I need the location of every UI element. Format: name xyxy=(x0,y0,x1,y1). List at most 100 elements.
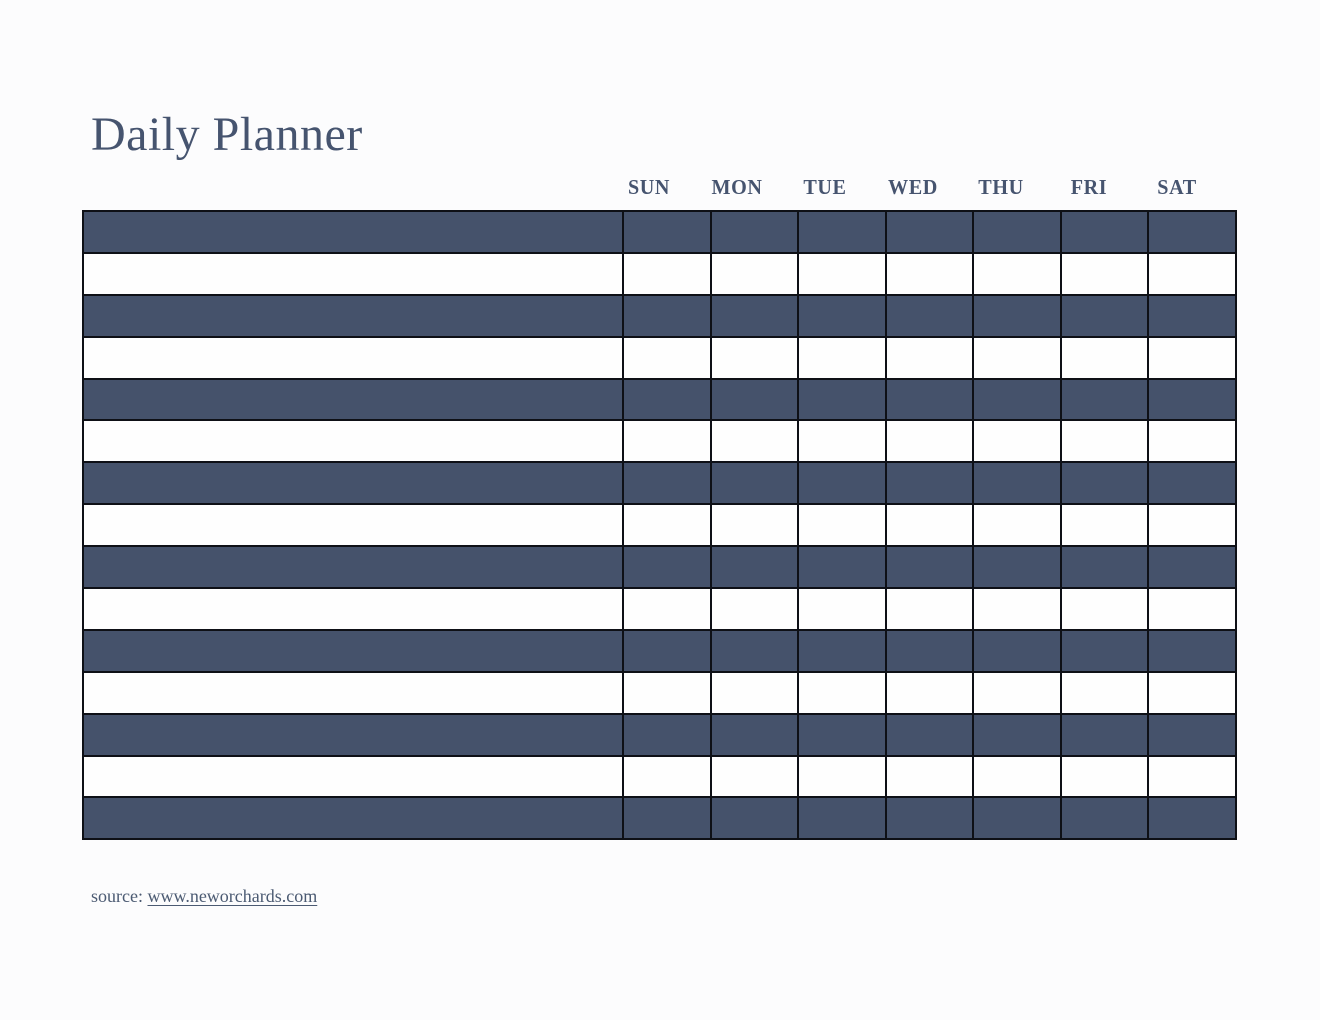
day-cell xyxy=(622,377,712,422)
day-cell xyxy=(884,712,975,757)
day-cell xyxy=(1147,377,1237,422)
day-cell xyxy=(972,503,1062,548)
activity-cell xyxy=(82,503,624,548)
day-cell xyxy=(797,628,887,673)
day-cell xyxy=(709,712,800,757)
day-cell xyxy=(1147,796,1237,841)
day-cell xyxy=(1059,461,1150,506)
day-cell xyxy=(622,335,712,380)
day-cell xyxy=(622,712,712,757)
day-header-mon: MON xyxy=(711,175,763,199)
day-cell xyxy=(972,335,1062,380)
day-cell xyxy=(972,419,1062,464)
activity-cell xyxy=(82,210,624,254)
day-cell xyxy=(709,796,800,841)
day-cell xyxy=(884,251,975,296)
day-cell xyxy=(709,545,800,590)
activity-cell xyxy=(82,419,624,464)
day-cell xyxy=(709,251,800,296)
day-cell xyxy=(1147,712,1237,757)
day-cell xyxy=(622,670,712,715)
day-cell xyxy=(1059,670,1150,715)
day-cell xyxy=(884,461,975,506)
day-cell xyxy=(1147,335,1237,380)
day-cell xyxy=(1059,251,1150,296)
day-cell xyxy=(884,335,975,380)
planner-row xyxy=(82,210,1237,254)
day-cell xyxy=(972,587,1062,631)
day-cell xyxy=(884,419,975,464)
day-headers-row: SUN MON TUE WED THU FRI SAT xyxy=(605,175,1221,200)
day-cell xyxy=(797,293,887,338)
day-cell xyxy=(797,461,887,506)
day-cell xyxy=(972,670,1062,715)
activity-cell xyxy=(82,293,624,338)
activity-cell xyxy=(82,587,624,631)
day-cell xyxy=(622,754,712,799)
day-cell xyxy=(622,419,712,464)
day-cell xyxy=(884,796,975,841)
day-cell xyxy=(797,587,887,631)
day-cell xyxy=(622,251,712,296)
day-cell xyxy=(884,210,975,254)
day-header-thu: THU xyxy=(978,175,1024,199)
day-cell xyxy=(797,251,887,296)
day-cell xyxy=(622,796,712,841)
planner-row xyxy=(82,587,1237,631)
day-cell xyxy=(797,796,887,841)
day-cell xyxy=(972,545,1062,590)
day-cell xyxy=(709,377,800,422)
day-cell xyxy=(622,628,712,673)
day-cell xyxy=(709,503,800,548)
day-cell xyxy=(884,377,975,422)
day-cell xyxy=(972,796,1062,841)
day-cell xyxy=(1147,251,1237,296)
day-cell xyxy=(1059,335,1150,380)
day-cell xyxy=(1059,712,1150,757)
day-cell xyxy=(797,712,887,757)
day-cell xyxy=(972,712,1062,757)
day-cell xyxy=(1059,754,1150,799)
day-header-sat: SAT xyxy=(1157,175,1197,199)
day-cell xyxy=(1147,293,1237,338)
day-cell xyxy=(972,210,1062,254)
day-header-sun: SUN xyxy=(627,175,671,199)
planner-row xyxy=(82,293,1237,338)
activity-cell xyxy=(82,754,624,799)
day-cell xyxy=(622,503,712,548)
day-cell xyxy=(1059,628,1150,673)
day-cell xyxy=(884,503,975,548)
day-cell xyxy=(1147,503,1237,548)
day-cell xyxy=(709,419,800,464)
day-cell xyxy=(622,545,712,590)
day-cell xyxy=(709,293,800,338)
day-cell xyxy=(1147,461,1237,506)
day-cell xyxy=(1059,377,1150,422)
planner-row xyxy=(82,754,1237,799)
activity-cell xyxy=(82,628,624,673)
day-cell xyxy=(1147,419,1237,464)
day-cell xyxy=(884,545,975,590)
day-cell xyxy=(709,754,800,799)
activity-cell xyxy=(82,251,624,296)
day-cell xyxy=(1059,545,1150,590)
page-title: Daily Planner xyxy=(91,108,363,161)
day-cell xyxy=(972,377,1062,422)
day-cell xyxy=(1147,628,1237,673)
activity-cell xyxy=(82,461,624,506)
day-cell xyxy=(797,419,887,464)
day-cell xyxy=(709,210,800,254)
day-cell xyxy=(972,461,1062,506)
day-cell xyxy=(1059,796,1150,841)
planner-row xyxy=(82,628,1237,673)
day-cell xyxy=(1147,210,1237,254)
day-cell xyxy=(622,587,712,631)
planner-table xyxy=(82,210,1237,841)
planner-body xyxy=(82,210,1237,841)
day-cell xyxy=(797,377,887,422)
source-link[interactable]: www.neworchards.com xyxy=(147,886,318,906)
day-cell xyxy=(884,670,975,715)
day-header-wed: WED xyxy=(888,175,938,199)
activity-cell xyxy=(82,377,624,422)
